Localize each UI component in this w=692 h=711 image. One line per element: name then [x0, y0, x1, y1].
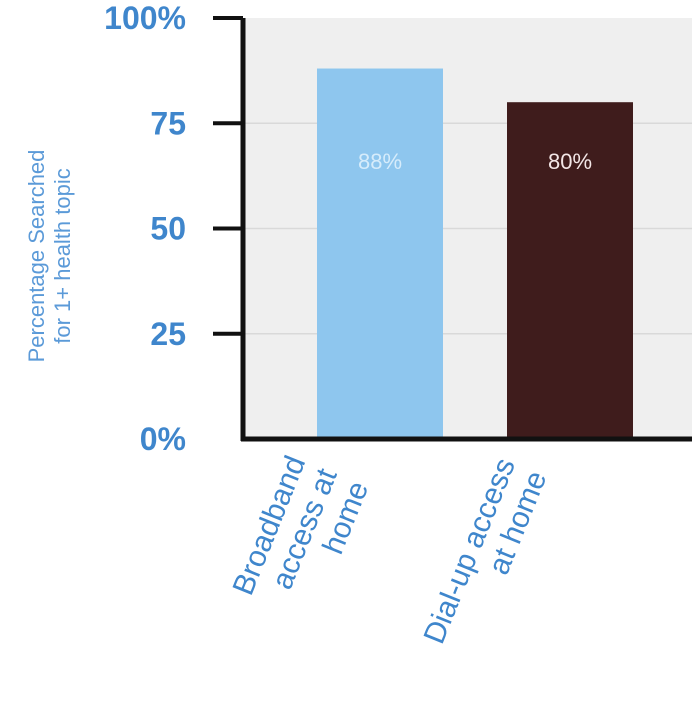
bar-data-label: 88%	[358, 149, 402, 174]
y-axis-title-text: Percentage Searchedfor 1+ health topic	[24, 150, 75, 363]
bar	[507, 102, 633, 439]
bar-data-label: 80%	[548, 149, 592, 174]
y-tick-label: 0%	[140, 421, 186, 457]
y-tick-label: 25	[150, 316, 186, 352]
y-axis-title-line: Percentage Searched	[24, 150, 49, 363]
y-axis-title: Percentage Searchedfor 1+ health topic	[24, 150, 75, 363]
y-axis-title-line: for 1+ health topic	[50, 168, 75, 344]
y-axis-ticks: 0% 25 50 75 100%	[104, 0, 243, 457]
y-tick-label: 75	[150, 105, 186, 141]
y-tick-label: 100%	[104, 0, 186, 36]
bars: 88% 80%	[317, 68, 633, 440]
bar	[317, 68, 443, 440]
y-tick-label: 50	[150, 211, 186, 247]
